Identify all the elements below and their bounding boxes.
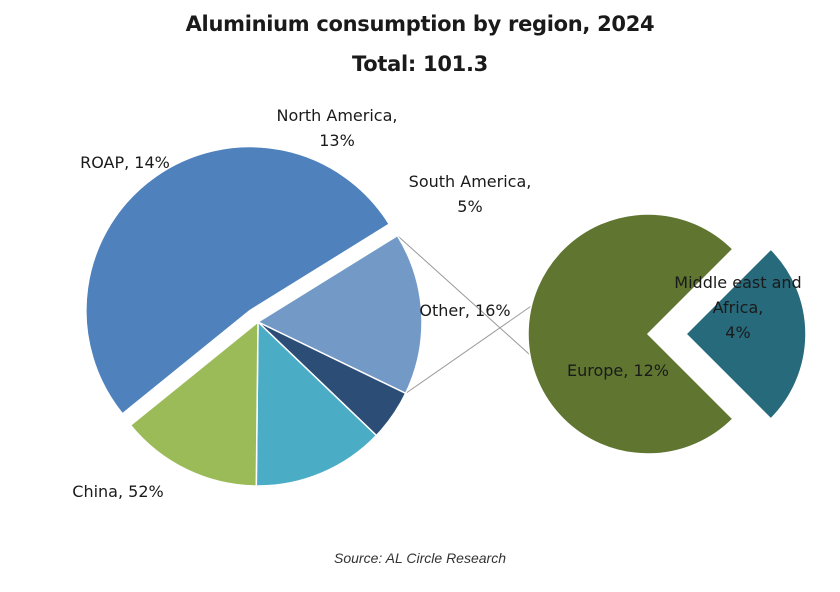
label-south-america: South America, 5% [409, 172, 532, 216]
label-other: Other, 16% [419, 301, 510, 320]
label-north-america: North America, 13% [277, 106, 398, 150]
source-note: Source: AL Circle Research [334, 550, 506, 566]
slice-other [256, 234, 423, 395]
slice-middle-east-and-africa [684, 248, 807, 420]
label-europe: Europe, 12% [567, 361, 669, 380]
main-pie [85, 145, 423, 487]
data-labels: China, 52% Other, 16% South America, 5%Nort… [72, 106, 801, 501]
slice-europe [527, 213, 734, 455]
chart-subtitle: Total: 101.3 [352, 52, 488, 76]
slice-china [85, 145, 391, 415]
chart-title: Aluminium consumption by region, 2024 [185, 12, 655, 36]
label-middle-east-and-africa: Middle east and Africa, 4% [674, 273, 801, 342]
label-roap: ROAP, 14% [80, 153, 170, 172]
slice-roap [129, 320, 259, 487]
label-china: China, 52% [72, 482, 163, 501]
secondary-pie [527, 213, 807, 455]
slice-north-america [255, 320, 378, 487]
